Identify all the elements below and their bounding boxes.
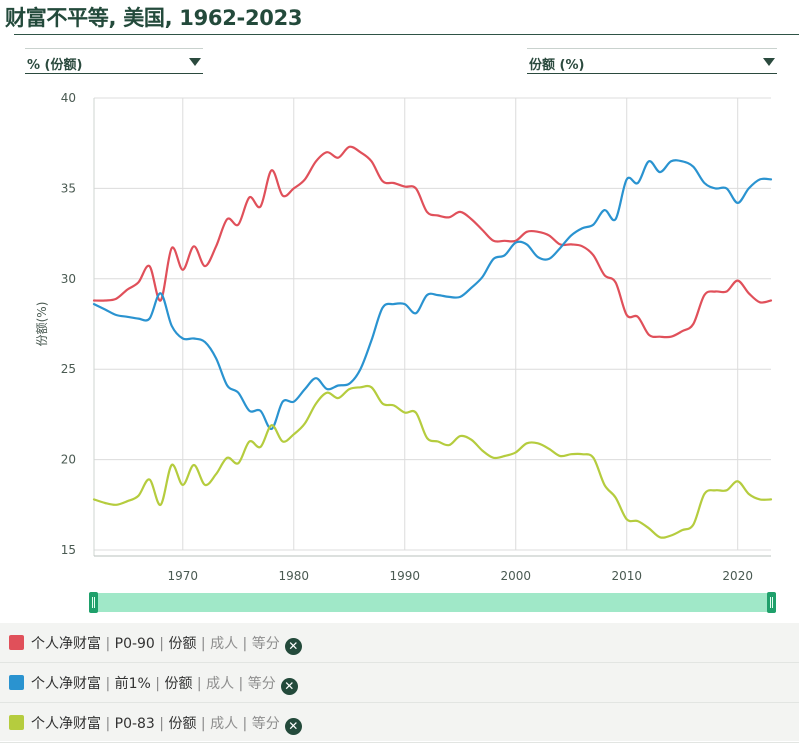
- remove-series-icon[interactable]: ✕: [284, 638, 302, 655]
- measure-selector[interactable]: 份额 (%): [527, 48, 777, 74]
- chevron-down-icon: [763, 58, 775, 66]
- series-color-swatch: [9, 635, 24, 650]
- unit-selector[interactable]: % (份额): [25, 48, 203, 74]
- title-divider: [14, 34, 799, 35]
- y-tick-label: 25: [61, 362, 76, 376]
- legend-label: 个人净财富 | P0-83 | 份额 | 成人 | 等分 ✕: [31, 713, 302, 735]
- legend-item[interactable]: 个人净财富 | P0-83 | 份额 | 成人 | 等分 ✕: [0, 703, 799, 743]
- series-color-swatch: [9, 715, 24, 730]
- remove-series-icon[interactable]: ✕: [284, 718, 302, 735]
- unit-selector-value: % (份额): [27, 58, 83, 73]
- legend-item[interactable]: 个人净财富 | 前1% | 份额 | 成人 | 等分 ✕: [0, 663, 799, 703]
- series-line-2: [92, 159, 773, 430]
- legend-label: 个人净财富 | P0-90 | 份额 | 成人 | 等分 ✕: [31, 633, 302, 655]
- x-tick-label: 1970: [168, 569, 199, 583]
- series-color-swatch: [9, 675, 24, 690]
- x-tick-label: 1980: [278, 569, 309, 583]
- measure-selector-value: 份额 (%): [529, 58, 585, 73]
- x-tick-label: 1990: [389, 569, 420, 583]
- y-tick-label: 40: [61, 91, 76, 105]
- time-range-slider[interactable]: [89, 593, 776, 612]
- y-tick-label: 20: [61, 453, 76, 467]
- legend-item[interactable]: 个人净财富 | P0-90 | 份额 | 成人 | 等分 ✕: [0, 623, 799, 663]
- range-end-handle[interactable]: [767, 592, 776, 613]
- y-tick-label: 15: [61, 543, 76, 557]
- x-tick-label: 2000: [500, 569, 531, 583]
- line-chart: 15 20 25 30 35 40 1970 1980 1990 2000 2010 2020 份额(%…: [35, 91, 773, 583]
- series-line-3: [92, 384, 773, 539]
- remove-series-icon[interactable]: ✕: [280, 678, 298, 695]
- legend-label: 个人净财富 | 前1% | 份额 | 成人 | 等分 ✕: [31, 673, 298, 695]
- y-axis-label: 份额(%): [35, 302, 49, 347]
- chart-title: 财富不平等, 美国, 1962-2023: [5, 6, 303, 30]
- x-tick-label: 2010: [611, 569, 642, 583]
- series-line-1: [92, 145, 773, 339]
- y-tick-label: 35: [61, 181, 76, 195]
- x-tick-label: 2020: [722, 569, 753, 583]
- chevron-down-icon: [189, 58, 201, 66]
- y-tick-label: 30: [61, 272, 76, 286]
- legend: 个人净财富 | P0-90 | 份额 | 成人 | 等分 ✕ 个人净财富 | 前1…: [0, 623, 799, 743]
- range-start-handle[interactable]: [89, 592, 98, 613]
